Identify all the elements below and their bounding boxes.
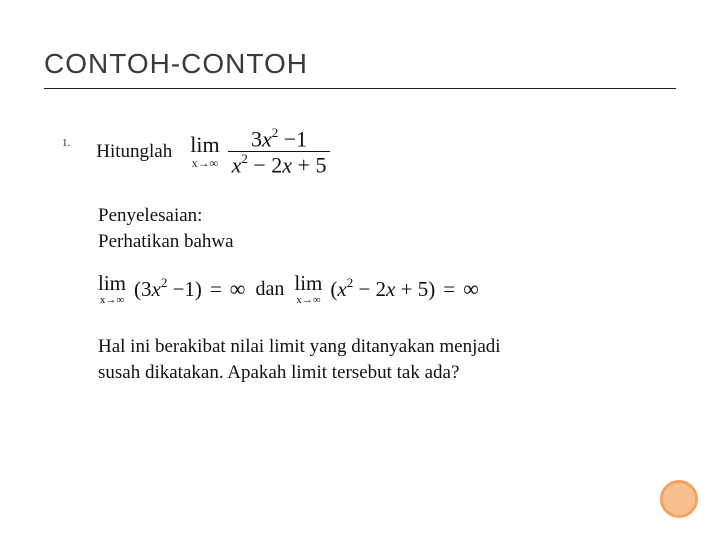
lim-text-2: lim [98, 273, 126, 294]
equals-2: = [443, 277, 455, 302]
conclusion-line1: Hal ini berakibat nilai limit yang ditan… [98, 336, 501, 357]
body-block: Penyelesaian: Perhatikan bahwa lim x→∞ (… [98, 205, 676, 387]
equals-1: = [210, 277, 222, 302]
problem-row: 1. Hitunglah lim x→∞ 3x2 −1 x2 − 2x + 5 [62, 127, 676, 177]
conclusion-line2: susah dikatakan. Apakah limit tersebut t… [98, 362, 459, 383]
hitung-label: Hitunglah [96, 141, 172, 163]
slide: CONTOH-CONTOH 1. Hitunglah lim x→∞ 3x2 −… [0, 0, 720, 540]
equation-line: lim x→∞ (3x2 −1) = ∞ dan lim x→∞ (x2 − 2… [98, 273, 676, 306]
decorative-circle [660, 480, 698, 518]
lim-symbol-3: lim x→∞ [294, 273, 322, 306]
infinity-1: ∞ [230, 276, 246, 302]
fraction-numerator: 3x2 −1 [247, 127, 311, 151]
lim-sub-2: x→∞ [100, 295, 124, 306]
fraction: 3x2 −1 x2 − 2x + 5 [228, 127, 331, 177]
list-number: 1. [62, 137, 70, 149]
fraction-denominator: x2 − 2x + 5 [228, 152, 331, 176]
lim-symbol-2: lim x→∞ [98, 273, 126, 306]
lim-symbol: lim x→∞ [190, 134, 219, 169]
perhatikan-label: Perhatikan bahwa [98, 231, 676, 253]
lim-expr-left: lim x→∞ (3x2 −1) = ∞ [98, 273, 245, 306]
penyelesaian-label: Penyelesaian: [98, 205, 676, 227]
lim-sub-3: x→∞ [296, 295, 320, 306]
expr1: (3x2 −1) [134, 276, 202, 302]
lim-sub: x→∞ [192, 157, 219, 169]
slide-title: CONTOH-CONTOH [44, 48, 676, 89]
conclusion: Hal ini berakibat nilai limit yang ditan… [98, 334, 676, 387]
expr2: (x2 − 2x + 5) [330, 276, 435, 302]
infinity-2: ∞ [463, 276, 479, 302]
limit-expression-1: lim x→∞ 3x2 −1 x2 − 2x + 5 [190, 127, 330, 177]
lim-text-3: lim [294, 273, 322, 294]
lim-text: lim [190, 134, 219, 156]
dan-text: dan [255, 278, 284, 301]
lim-expr-right: lim x→∞ (x2 − 2x + 5) = ∞ [294, 273, 478, 306]
